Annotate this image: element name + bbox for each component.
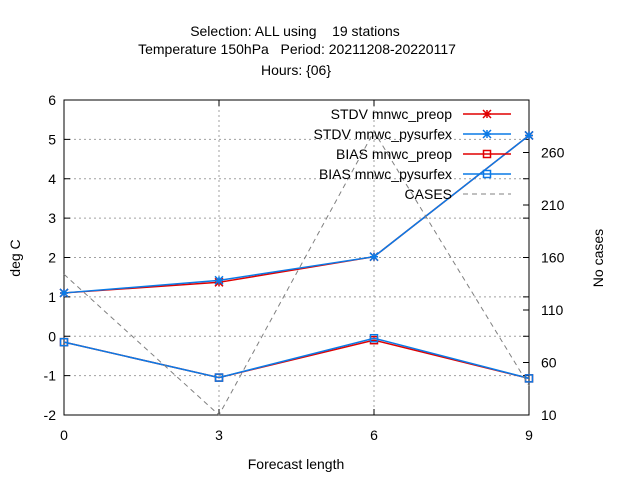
- legend-marker: [482, 169, 492, 179]
- y-tick-label: -1: [44, 368, 57, 384]
- legend-marker: [482, 129, 492, 139]
- legend-label: STDV mnwc_pysurfex: [314, 126, 452, 142]
- series-cases: [63, 130, 530, 416]
- y-tick-label: 5: [48, 131, 56, 147]
- y-tick-label: -2: [44, 407, 57, 423]
- data-point: [214, 373, 224, 382]
- y-tick-label: 0: [48, 328, 56, 344]
- y-axis-label: deg C: [7, 239, 23, 276]
- title-line-1: Selection: ALL using 19 stations: [190, 23, 400, 39]
- y-tick-label: 2: [48, 250, 56, 266]
- y2-axis-label: No cases: [590, 229, 606, 287]
- y2-tick-label: 10: [541, 407, 557, 423]
- legend-label: BIAS mnwc_preop: [336, 146, 452, 162]
- legend: STDV mnwc_preop STDV mnwc_pysurfex BIAS mn…: [314, 106, 511, 202]
- y2-tick-label: 260: [541, 145, 565, 161]
- chart-title: Selection: ALL using 19 stations Tempera…: [138, 23, 456, 78]
- series-line: [63, 337, 530, 380]
- y-tick-label: 4: [48, 171, 56, 187]
- series-stdv-mnwc-preop: [59, 130, 534, 298]
- y2-tick-label: 60: [541, 355, 557, 371]
- series-line: [63, 134, 530, 294]
- data-point: [369, 252, 379, 262]
- grid: [64, 100, 529, 415]
- x-tick-label: 0: [60, 427, 68, 443]
- x-tick-label: 6: [370, 427, 378, 443]
- series-layer: [59, 130, 534, 416]
- legend-marker: [482, 109, 492, 119]
- y-tick-label: 3: [48, 210, 56, 226]
- x-tick-label: 9: [525, 427, 533, 443]
- data-point: [59, 337, 69, 347]
- series-bias-mnwc-preop: [59, 335, 534, 383]
- data-point: [59, 288, 69, 298]
- data-point: [524, 130, 534, 140]
- series-line: [63, 134, 530, 294]
- x-axis-label: Forecast length: [248, 456, 345, 472]
- y2-tick-label: 160: [541, 250, 565, 266]
- y2-tick-label: 110: [541, 302, 564, 318]
- legend-label: CASES: [405, 186, 452, 202]
- data-point: [369, 333, 379, 343]
- y-tick-label: 6: [48, 92, 56, 108]
- title-line-2: Temperature 150hPa Period: 20211208-2022…: [138, 41, 456, 57]
- series-line: [63, 130, 530, 416]
- legend-label: STDV mnwc_preop: [331, 106, 453, 122]
- legend-marker: [482, 149, 492, 159]
- y2-tick-label: 210: [541, 197, 565, 213]
- x-tick-label: 3: [215, 427, 223, 443]
- series-stdv-mnwc-pysurfex: [59, 130, 534, 298]
- title-line-3: Hours: {06}: [261, 62, 331, 78]
- legend-label: BIAS mnwc_pysurfex: [319, 166, 452, 182]
- series-line: [63, 339, 530, 380]
- data-point: [524, 374, 534, 383]
- y-tick-label: 1: [48, 289, 56, 305]
- data-point: [214, 275, 224, 285]
- series-bias-mnwc-pysurfex: [59, 333, 534, 383]
